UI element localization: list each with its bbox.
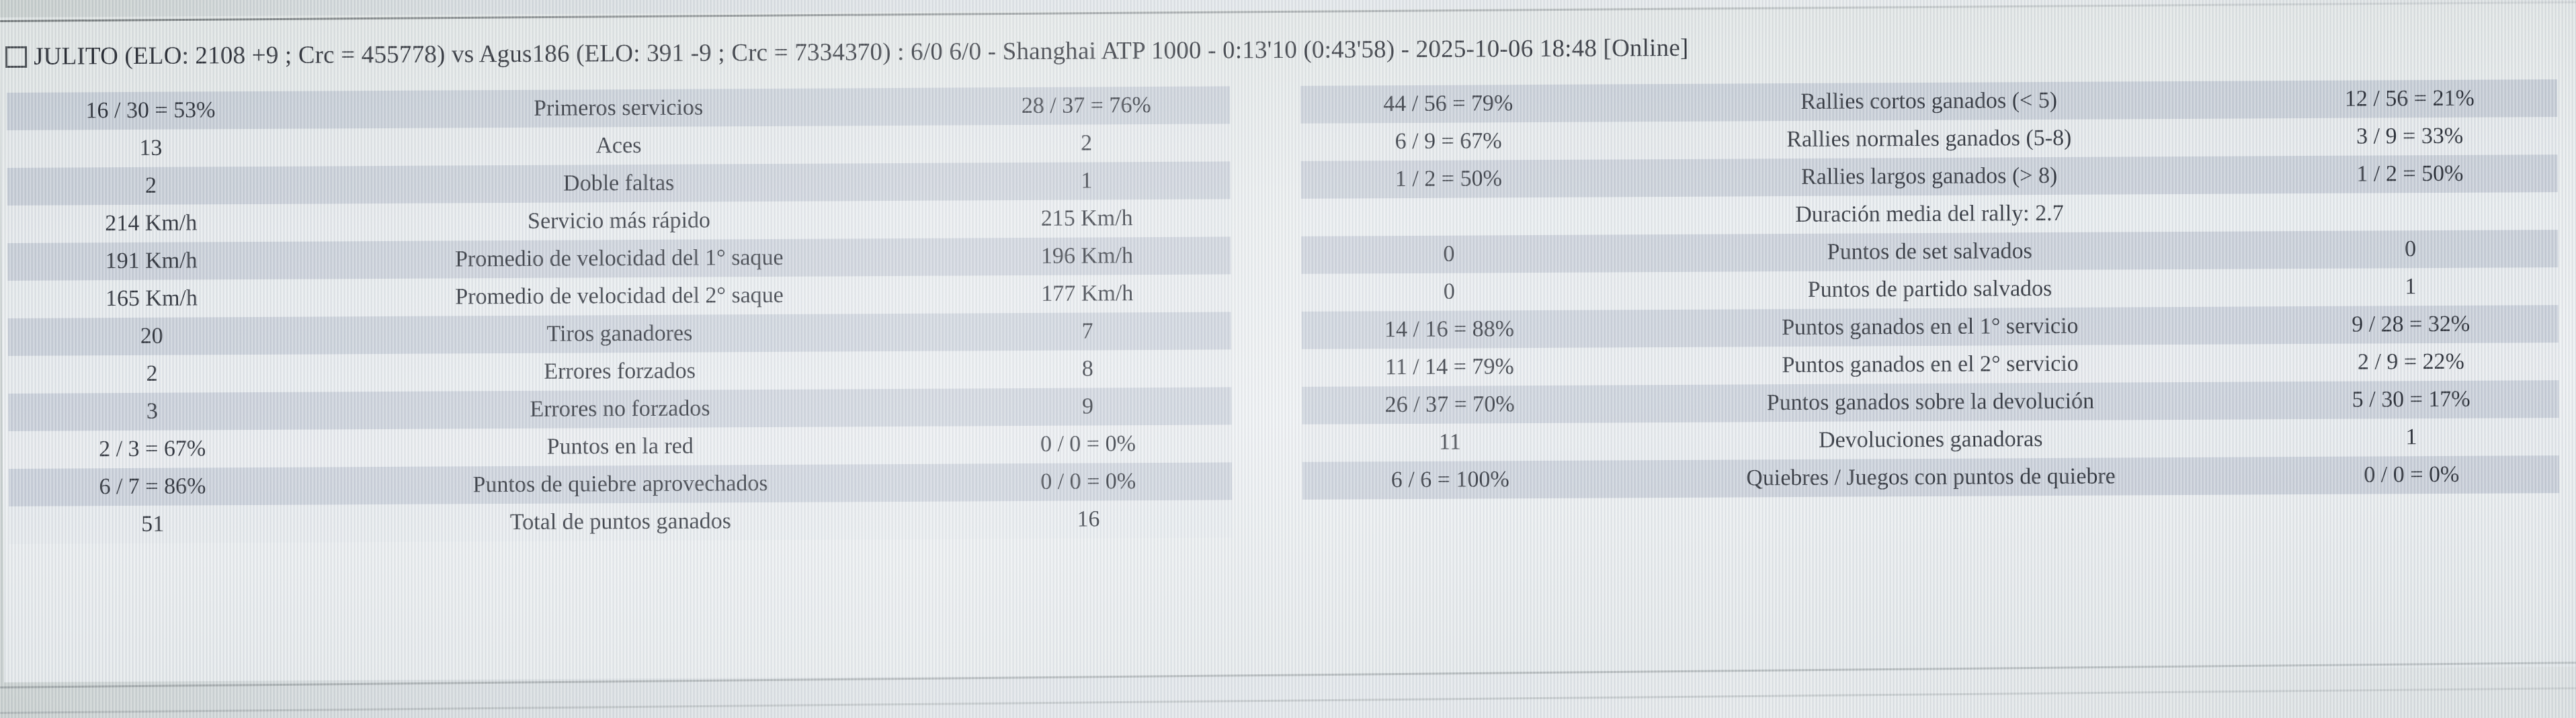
stat-value-player1: 11 (1439, 429, 1461, 455)
stat-value-player1: 6 / 7 = 86% (99, 474, 206, 500)
stat-value-player1: 11 / 14 = 79% (1384, 354, 1514, 380)
stat-row: 1 / 2 = 50% Rallies largos ganados (> 8) 1… (1300, 154, 2558, 199)
stat-value-player1: 165 Km/h (105, 285, 198, 312)
stat-value-player1: 44 / 56 = 79% (1383, 91, 1513, 117)
checkbox-icon[interactable] (5, 46, 28, 68)
stat-value-player2: 215 Km/h (1040, 206, 1133, 231)
stat-label: Quiebres / Juegos con puntos de quiebre (1746, 463, 2116, 491)
stat-row: 11 / 14 = 79% Puntos ganados en el 2° ser… (1302, 343, 2559, 387)
stat-label: Aces (595, 133, 642, 159)
stat-row: 0 Puntos de set salvados 0 (1301, 230, 2559, 274)
stat-value-player2: 1 (1081, 168, 1093, 193)
stat-label: Promedio de velocidad del 1° saque (454, 244, 784, 272)
stat-row: 44 / 56 = 79% Rallies cortos ganados (< 5… (1300, 79, 2558, 124)
stat-row: 6 / 9 = 67% Rallies normales ganados (5-8… (1300, 117, 2558, 161)
stat-label: Rallies largos ganados (> 8) (1801, 163, 2058, 189)
stat-value-player1: 20 (140, 323, 163, 349)
stat-row: Duración media del rally: 2.7 (1300, 192, 2559, 236)
stat-row: 165 Km/h Promedio de velocidad del 2° saq… (7, 274, 1231, 318)
stat-value-player2: 0 (2404, 236, 2417, 262)
stat-value-player1: 14 / 16 = 88% (1384, 316, 1515, 343)
match-title: JULITO (ELO: 2108 +9 ; Crc = 455778) vs … (34, 34, 1689, 71)
stat-row: 13 Aces 2 (7, 124, 1231, 168)
stat-value-player2: 12 / 56 = 21% (2344, 85, 2475, 111)
stat-value-player2: 1 (2405, 274, 2417, 300)
stat-row: 14 / 16 = 88% Puntos ganados en el 1° ser… (1301, 305, 2559, 349)
stat-row: 191 Km/h Promedio de velocidad del 1° saq… (7, 236, 1231, 281)
stat-value-player1: 1 / 2 = 50% (1395, 166, 1502, 192)
stat-value-player2: 3 / 9 = 33% (2356, 123, 2464, 149)
stat-value-player2: 196 Km/h (1040, 243, 1134, 269)
stat-label: Primeros servicios (533, 95, 704, 121)
stat-value-player1: 51 (141, 511, 165, 537)
stat-row: 20 Tiros ganadores 7 (7, 312, 1232, 356)
stat-value-player1: 13 (139, 135, 163, 161)
stat-value-player2: 5 / 30 = 17% (2352, 386, 2470, 412)
stat-value-player2: 177 Km/h (1041, 281, 1134, 306)
stat-label: Tiros ganadores (546, 320, 693, 347)
stat-value-player1: 214 Km/h (105, 210, 198, 236)
stat-value-player1: 2 / 3 = 67% (99, 436, 206, 462)
stat-value-player1: 3 (146, 398, 158, 424)
stat-value-player1: 191 Km/h (105, 248, 198, 274)
stat-label: Puntos de set salvados (1827, 238, 2032, 265)
stat-value-player2: 0 / 0 = 0% (1040, 469, 1136, 494)
stat-row: 51 Total de puntos ganados 16 (9, 500, 1233, 544)
stat-row: 6 / 6 = 100% Quiebres / Juegos con puntos… (1302, 455, 2560, 500)
stat-value-player2: 1 / 2 = 50% (2356, 161, 2464, 187)
stat-row: 11 Devoluciones ganadoras 1 (1302, 418, 2559, 462)
stat-value-player2: 0 / 0 = 0% (2364, 461, 2460, 488)
stat-value-player2: 2 (1080, 130, 1093, 156)
stat-label: Promedio de velocidad del 2° saque (455, 282, 784, 310)
stat-value-player2: 8 (1081, 356, 1093, 382)
statistics-area: 16 / 30 = 53% Primeros servicios 28 / 37 =… (0, 79, 2576, 697)
stat-label: Errores no forzados (530, 396, 710, 422)
stat-value-player2: 1 (2405, 424, 2417, 450)
stat-value-player2: 9 / 28 = 32% (2352, 311, 2470, 337)
stat-value-player1: 2 (144, 173, 157, 198)
stat-row: 214 Km/h Servicio más rápido 215 Km/h (7, 199, 1231, 243)
stat-value-player2: 16 (1077, 506, 1100, 532)
stat-label: Errores forzados (544, 358, 696, 384)
stat-row: 6 / 7 = 86% Puntos de quiebre aprovechado… (8, 462, 1233, 506)
stat-label: Total de puntos ganados (509, 508, 731, 535)
stat-row: 26 / 37 = 70% Puntos ganados sobre la dev… (1302, 380, 2559, 424)
stat-label: Puntos ganados sobre la devolución (1766, 388, 2095, 416)
stat-label: Devoluciones ganadoras (1819, 427, 2043, 453)
stat-value-player1: 16 / 30 = 53% (85, 97, 216, 124)
stat-label: Doble faltas (563, 170, 675, 196)
stat-row: 3 Errores no forzados 9 (8, 387, 1232, 431)
stat-label: Puntos en la red (546, 433, 694, 459)
stat-value-player2: 7 (1081, 318, 1093, 344)
stat-row: 2 Errores forzados 8 (8, 349, 1232, 394)
stat-label: Puntos de partido salvados (1807, 276, 2052, 302)
stat-label: Puntos de quiebre aprovechados (472, 471, 768, 498)
stat-label: Rallies normales ganados (5-8) (1786, 125, 2072, 152)
stat-value-player1: 6 / 9 = 67% (1395, 128, 1502, 154)
stat-value-player1: 0 (1443, 241, 1455, 267)
stat-label: Rallies cortos ganados (< 5) (1800, 87, 2058, 114)
stat-label: Servicio más rápido (527, 208, 711, 234)
stat-value-player1: 0 (1443, 279, 1455, 304)
stat-value-player2: 0 / 0 = 0% (1040, 431, 1136, 457)
stat-value-player1: 26 / 37 = 70% (1384, 392, 1515, 418)
stat-label: Puntos ganados en el 2° servicio (1782, 351, 2079, 378)
stat-row: 16 / 30 = 53% Primeros servicios 28 / 37 =… (6, 86, 1231, 130)
stat-label: Puntos ganados en el 1° servicio (1782, 313, 2079, 341)
stat-value-player1: 6 / 6 = 100% (1390, 467, 1509, 493)
stat-value-player1: 2 (146, 361, 158, 386)
stat-value-player2: 2 / 9 = 22% (2357, 349, 2464, 375)
stat-label: Duración media del rally: 2.7 (1795, 200, 2064, 228)
stats-table-left: 16 / 30 = 53% Primeros servicios 28 / 37 =… (6, 86, 1233, 544)
stat-row: 2 Doble faltas 1 (7, 161, 1231, 206)
stat-value-player2: 28 / 37 = 76% (1021, 93, 1151, 119)
stat-row: 0 Puntos de partido salvados 1 (1301, 267, 2559, 312)
stats-table-right: 44 / 56 = 79% Rallies cortos ganados (< 5… (1300, 79, 2560, 500)
stat-value-player2: 9 (1082, 394, 1094, 419)
stat-row: 2 / 3 = 67% Puntos en la red 0 / 0 = 0% (8, 424, 1232, 469)
